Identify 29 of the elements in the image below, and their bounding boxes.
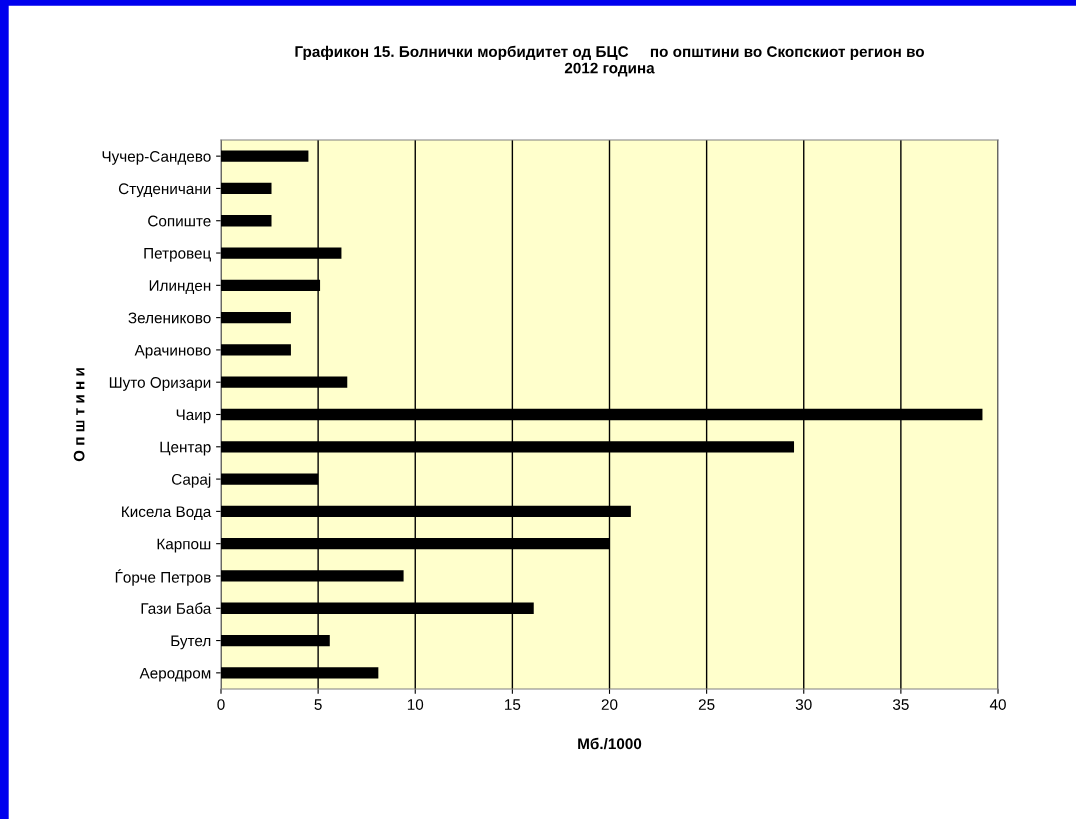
x-tick-label: 30 xyxy=(795,699,812,710)
y-axis-title: О п ш т и н и xyxy=(73,368,85,462)
x-tick-label: 15 xyxy=(505,699,521,710)
x-tick-label: 5 xyxy=(314,699,322,710)
y-tick-label: Бутел xyxy=(171,635,211,650)
y-tick-label: Кисела Вода xyxy=(122,506,212,520)
y-tick-label: Гази Баба xyxy=(141,602,212,614)
x-tick-label: 10 xyxy=(407,699,424,710)
chart-title: Графикон 15. Болнички морбидитет од БЦС по општини во Скопскиот регион во 2012 година xyxy=(295,45,925,77)
y-tick-label: Ѓорче Петров xyxy=(115,569,211,586)
x-tick-label: 20 xyxy=(601,699,618,710)
y-tick-label: Сарај xyxy=(171,473,211,488)
y-tick-label: Студеничани xyxy=(118,183,211,198)
y-tick-label: Аеродром xyxy=(139,667,211,682)
y-tick-label: Чучер-Сандево xyxy=(102,151,211,165)
y-tick-label: Чаир xyxy=(176,409,211,424)
x-tick-label: 40 xyxy=(989,699,1006,710)
y-tick-label: Шуто Оризари xyxy=(109,377,211,391)
y-tick-label: Арачиново xyxy=(134,344,211,359)
y-tick-label: Петровец xyxy=(144,248,211,262)
y-tick-label: Центар xyxy=(160,441,211,456)
y-tick-label: Зелениково xyxy=(128,312,211,324)
y-tick-label: Сопиште xyxy=(148,215,211,227)
x-tick-label: 25 xyxy=(698,699,715,710)
x-axis-title: Мб./1000 xyxy=(578,737,642,750)
y-tick-label: Илинден xyxy=(149,280,211,294)
x-tick-label: 0 xyxy=(217,699,225,710)
y-tick-label: Карпош xyxy=(157,538,211,553)
x-tick-label: 35 xyxy=(892,699,909,710)
